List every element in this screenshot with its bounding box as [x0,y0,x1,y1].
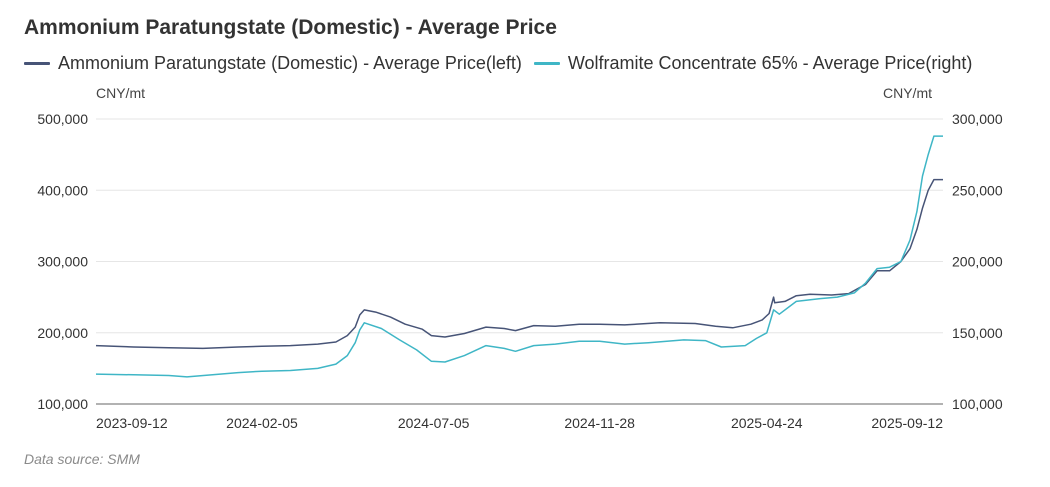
y-right-tick-label: 200,000 [952,254,1003,270]
y-left-tick-label: 400,000 [37,182,88,198]
legend-label-wolframite: Wolframite Concentrate 65% - Average Pri… [567,53,973,73]
legend-item-wolframite[interactable]: Wolframite Concentrate 65% - Average Pri… [533,53,973,74]
legend-swatch-wolframite [533,62,560,65]
x-tick-label: 2025-04-24 [731,415,803,431]
x-tick-label: 2024-11-28 [564,415,635,431]
y-left-tick-label: 300,000 [37,254,88,270]
y-left-tick-label: 100,000 [37,396,88,412]
legend-item-apt[interactable]: Ammonium Paratungstate (Domestic) - Aver… [24,53,522,74]
y-right-tick-label: 150,000 [952,325,1003,341]
x-tick-label: 2024-07-05 [398,415,470,431]
y-left-unit: CNY/mt [96,85,145,101]
legend-label-apt: Ammonium Paratungstate (Domestic) - Aver… [58,53,522,73]
y-right-tick-label: 300,000 [952,111,1003,127]
x-tick-label: 2025-09-12 [871,415,943,431]
y-right-tick-label: 100,000 [952,396,1003,412]
series-line-wolframite [95,135,943,378]
chart-legend: Ammonium Paratungstate (Domestic) - Aver… [24,53,984,74]
y-right-unit: CNY/mt [883,85,932,101]
y-left-tick-label: 200,000 [37,325,88,341]
data-source-note: Data source: SMM [24,451,140,467]
y-left-tick-label: 500,000 [37,111,88,127]
chart-title: Ammonium Paratungstate (Domestic) - Aver… [24,16,557,39]
y-right-tick-label: 250,000 [952,182,1003,198]
x-tick-label: 2024-02-05 [226,415,298,431]
x-tick-label: 2023-09-12 [96,415,168,431]
series-line-apt [95,178,943,350]
legend-swatch-apt [24,62,50,65]
